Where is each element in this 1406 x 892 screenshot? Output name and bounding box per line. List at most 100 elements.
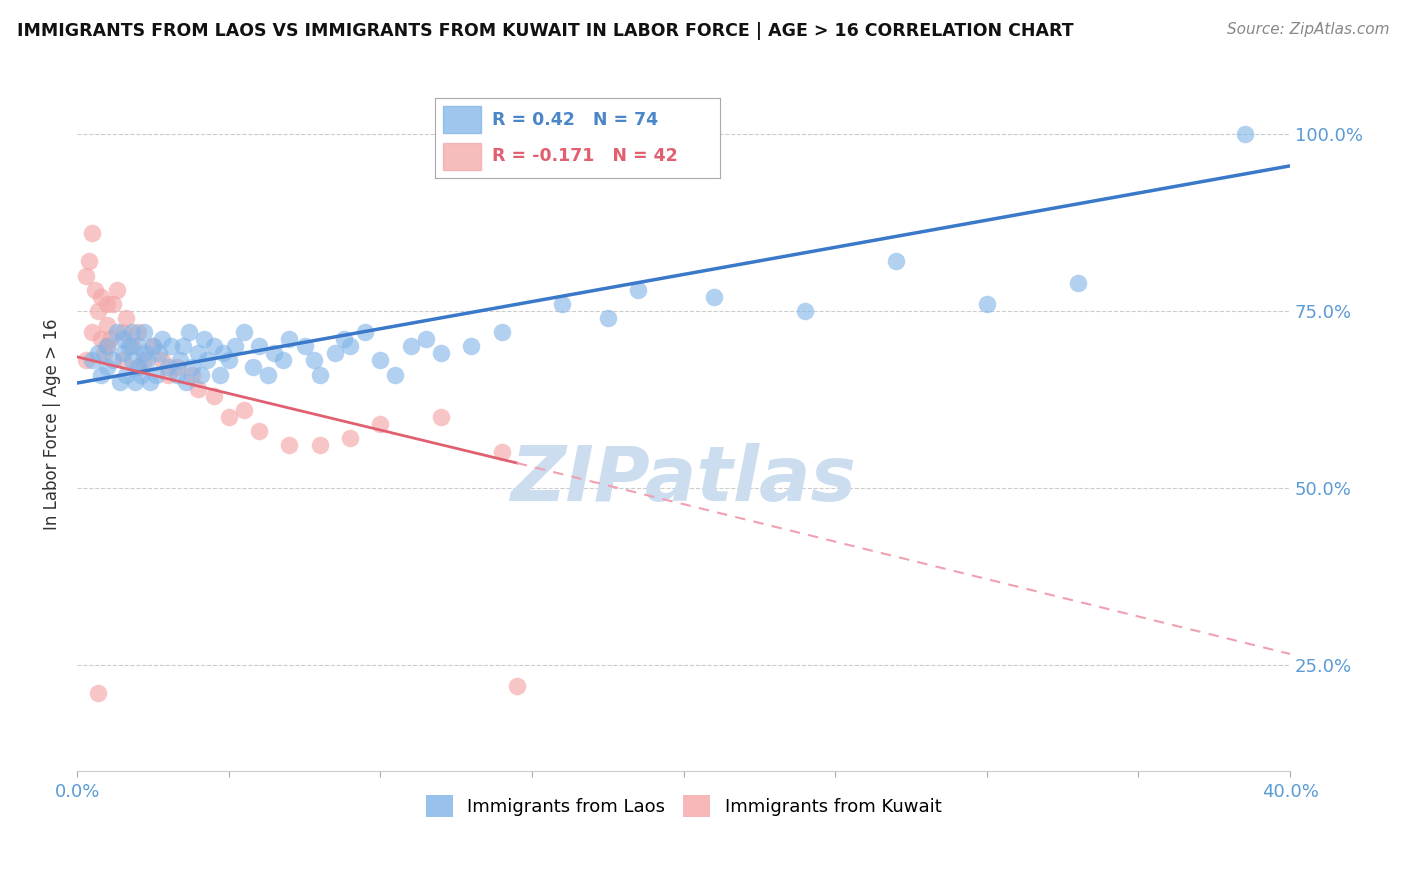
Point [179, 325, 201, 339]
Point [132, 346, 155, 360]
Point [121, 325, 143, 339]
Point [460, 339, 482, 353]
Point [323, 346, 346, 360]
Point [308, 368, 330, 382]
Point [884, 254, 907, 268]
Point [75, 268, 97, 283]
Point [105, 325, 128, 339]
Point [114, 368, 136, 382]
Point [114, 310, 136, 325]
Point [370, 353, 392, 368]
Point [117, 339, 139, 353]
Point [190, 368, 212, 382]
Point [121, 353, 143, 368]
Point [111, 332, 134, 346]
Point [87, 686, 110, 700]
Point [333, 332, 356, 346]
Point [491, 445, 513, 459]
Point [127, 360, 149, 375]
Point [132, 325, 155, 339]
Point [242, 360, 264, 375]
Point [218, 409, 240, 424]
Point [627, 283, 650, 297]
Point [111, 346, 134, 360]
Point [197, 353, 219, 368]
Point [129, 368, 152, 382]
Text: ZIPatlas: ZIPatlas [510, 442, 856, 516]
Point [127, 360, 149, 375]
Point [354, 325, 377, 339]
Point [148, 346, 170, 360]
Point [108, 375, 131, 389]
Point [218, 353, 240, 368]
Point [415, 332, 437, 346]
Point [247, 424, 270, 438]
Point [103, 353, 125, 368]
Point [160, 339, 183, 353]
Point [181, 368, 204, 382]
Point [93, 346, 115, 360]
Point [87, 346, 110, 360]
Point [172, 339, 194, 353]
Point [491, 325, 513, 339]
Point [294, 339, 316, 353]
Point [132, 353, 155, 368]
Point [127, 325, 149, 339]
Y-axis label: In Labor Force | Age > 16: In Labor Force | Age > 16 [44, 318, 60, 530]
Point [127, 339, 149, 353]
Point [793, 304, 815, 318]
Point [96, 297, 118, 311]
Point [506, 679, 529, 693]
Point [208, 368, 231, 382]
Point [339, 339, 361, 353]
Point [187, 382, 209, 396]
Point [96, 360, 118, 375]
Point [142, 339, 165, 353]
Text: Source: ZipAtlas.com: Source: ZipAtlas.com [1226, 22, 1389, 37]
Point [596, 310, 619, 325]
Point [121, 339, 143, 353]
Point [181, 360, 204, 375]
Point [145, 368, 167, 382]
Point [157, 360, 180, 375]
Point [150, 353, 173, 368]
Point [100, 332, 122, 346]
Point [551, 297, 574, 311]
Text: IMMIGRANTS FROM LAOS VS IMMIGRANTS FROM KUWAIT IN LABOR FORCE | AGE > 16 CORRELA: IMMIGRANTS FROM LAOS VS IMMIGRANTS FROM … [17, 22, 1074, 40]
Point [96, 339, 118, 353]
Point [430, 409, 453, 424]
Point [169, 353, 191, 368]
Point [1233, 127, 1256, 141]
Point [174, 375, 197, 389]
Point [135, 353, 157, 368]
Point [103, 297, 125, 311]
Point [111, 353, 134, 368]
Point [271, 353, 294, 368]
Point [166, 360, 188, 375]
Point [96, 318, 118, 332]
Point [202, 339, 225, 353]
Point [193, 332, 215, 346]
Point [308, 438, 330, 452]
Point [111, 325, 134, 339]
Point [1067, 276, 1090, 290]
Point [157, 368, 180, 382]
Point [703, 290, 725, 304]
Point [96, 339, 118, 353]
Point [247, 339, 270, 353]
Point [430, 346, 453, 360]
Point [211, 346, 233, 360]
Point [370, 417, 392, 431]
Point [82, 325, 104, 339]
Point [142, 339, 165, 353]
Point [75, 353, 97, 368]
Point [384, 368, 406, 382]
Point [187, 346, 209, 360]
Point [257, 368, 280, 382]
Point [105, 283, 128, 297]
Point [84, 283, 107, 297]
Point [232, 325, 254, 339]
Point [976, 297, 998, 311]
Point [278, 438, 301, 452]
Point [90, 290, 112, 304]
